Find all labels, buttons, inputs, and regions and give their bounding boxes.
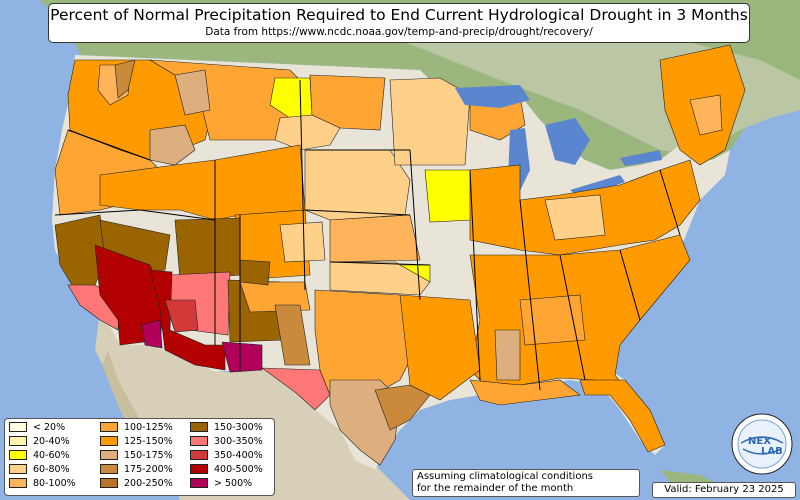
legend-swatch <box>9 435 27 446</box>
region-az-mid-red <box>164 299 199 333</box>
logo-text-2: LAB <box>761 446 783 457</box>
legend-item: 150-175% <box>100 449 173 462</box>
legend-label: 150-175% <box>124 450 173 461</box>
map-subtitle: Data from https://www.ncdc.noaa.gov/temp… <box>205 26 593 38</box>
lake-ontario <box>620 150 662 166</box>
legend-label: 150-300% <box>214 422 263 433</box>
region-texas-east <box>399 294 481 401</box>
region-id-tan <box>149 124 196 166</box>
region-gulf <box>469 379 581 406</box>
legend-item: 175-200% <box>100 463 173 476</box>
legend-item: 350-400% <box>190 449 263 462</box>
legend-swatch <box>100 435 118 446</box>
legend-item: 150-300% <box>190 421 263 434</box>
legend-label: 40-60% <box>33 450 70 461</box>
legend-label: 60-80% <box>33 464 70 475</box>
legend-swatch <box>190 463 208 474</box>
legend-item: 80-100% <box>9 477 76 490</box>
legend-swatch <box>100 449 118 460</box>
lake-superior <box>455 85 530 108</box>
legend-item: 400-500% <box>190 463 263 476</box>
state-borders <box>54 79 681 391</box>
region-ia-yellow <box>424 169 473 223</box>
region-mn-light <box>389 77 471 166</box>
region-ne-light2 <box>689 94 723 136</box>
title-box: Percent of Normal Precipitation Required… <box>48 3 750 43</box>
legend-label: 125-150% <box>124 436 173 447</box>
legend-label: 20-40% <box>33 436 70 447</box>
region-ks-light <box>329 214 421 263</box>
legend-swatch <box>9 463 27 474</box>
legend-label: 400-500% <box>214 464 263 475</box>
note-line-2: for the remainder of the month <box>417 483 574 494</box>
legend-label: 200-250% <box>124 478 173 489</box>
lake-huron <box>545 118 590 165</box>
region-az-north-brown <box>174 217 241 281</box>
logo-text-1: NEX <box>748 436 771 447</box>
legend-label: > 500% <box>214 478 253 489</box>
legend-swatch <box>190 435 208 446</box>
region-nm-magenta <box>221 341 263 373</box>
legend-item: 125-150% <box>100 435 173 448</box>
region-nm-orange <box>239 281 311 313</box>
legend-label: < 20% <box>33 422 66 433</box>
legend-item: 200-250% <box>100 477 173 490</box>
legend-item: < 20% <box>9 421 66 434</box>
valid-date: Valid: February 23 2025 <box>652 482 796 498</box>
legend-swatch <box>9 421 27 432</box>
legend-swatch <box>100 421 118 432</box>
region-ms-tan <box>494 329 521 381</box>
region-az-brown2 <box>239 259 271 286</box>
assumption-note: Assuming climatological conditions for t… <box>412 469 640 497</box>
region-texas-coast <box>374 384 431 431</box>
legend-label: 100-125% <box>124 422 173 433</box>
region-texas-west <box>261 367 331 411</box>
legend-item: 100-125% <box>100 421 173 434</box>
region-nd-orange <box>309 74 386 131</box>
region-ok-light <box>329 261 431 296</box>
map-title: Percent of Normal Precipitation Required… <box>50 6 748 24</box>
region-mt-tan <box>174 69 211 116</box>
region-sd-light <box>274 114 341 151</box>
legend-item: 20-40% <box>9 435 70 448</box>
legend-label: 80-100% <box>33 478 76 489</box>
region-nm-light-brown <box>274 304 311 366</box>
legend-swatch <box>9 477 27 488</box>
region-ne-light <box>304 149 411 221</box>
legend-item: 60-80% <box>9 463 70 476</box>
region-wa-brown <box>114 59 136 99</box>
note-line-1: Assuming climatological conditions <box>417 471 593 482</box>
nexlab-logo: NEX LAB <box>731 413 793 475</box>
legend-item: 40-60% <box>9 449 70 462</box>
legend-item: 300-350% <box>190 435 263 448</box>
region-florida <box>579 379 666 453</box>
legend-swatch <box>100 477 118 488</box>
region-oh-light <box>544 194 606 241</box>
legend: < 20% 20-40% 40-60% 60-80% 80-100% 100-125% 12… <box>4 418 275 496</box>
region-ca-magenta <box>141 319 163 349</box>
legend-swatch <box>100 463 118 474</box>
legend-swatch <box>9 449 27 460</box>
legend-label: 350-400% <box>214 450 263 461</box>
legend-label: 175-200% <box>124 464 173 475</box>
legend-item: > 500% <box>190 477 253 490</box>
legend-swatch <box>190 449 208 460</box>
legend-swatch <box>190 477 208 488</box>
region-se-light <box>519 294 586 346</box>
legend-swatch <box>190 421 208 432</box>
region-co-light <box>279 221 326 263</box>
legend-label: 300-350% <box>214 436 263 447</box>
